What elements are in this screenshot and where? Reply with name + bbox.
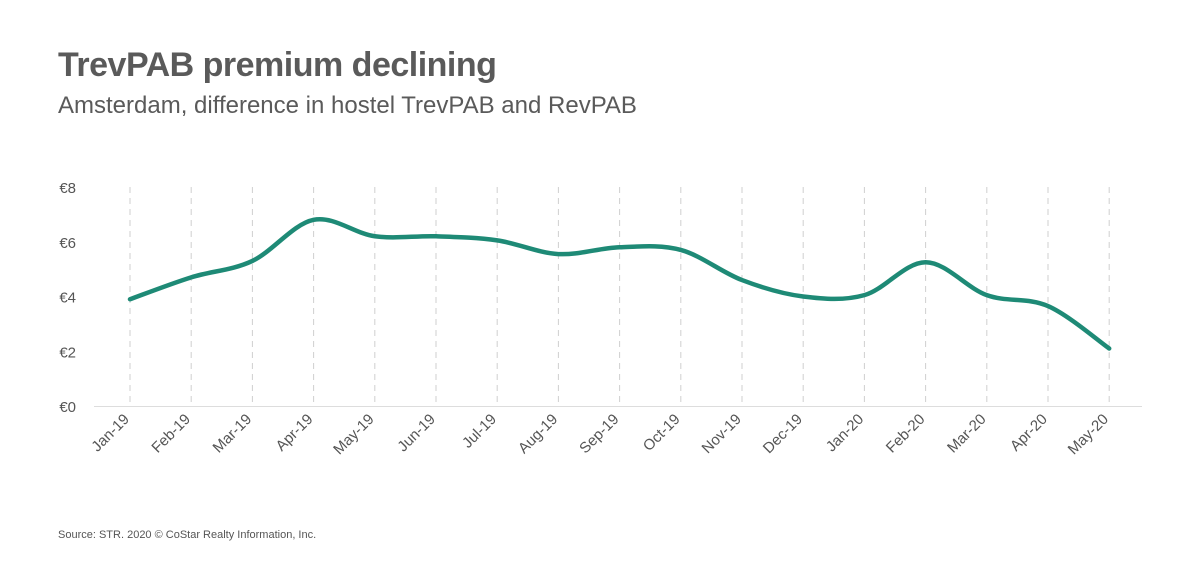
x-tick-label: Mar-20 bbox=[944, 411, 990, 457]
x-tick-label: Mar-19 bbox=[210, 411, 256, 457]
x-tick-label: Aug-19 bbox=[515, 411, 561, 457]
series-layer bbox=[127, 216, 1112, 351]
x-tick-label: Dec-19 bbox=[760, 411, 806, 457]
x-tick-label: Sep-19 bbox=[576, 411, 622, 457]
source-note: Source: STR. 2020 © CoStar Realty Inform… bbox=[58, 529, 317, 541]
x-tick-label: Jan-20 bbox=[823, 411, 867, 455]
x-tick-label: Jan-19 bbox=[88, 411, 132, 455]
x-tick-label: Apr-20 bbox=[1007, 411, 1051, 455]
y-tick-label: €0 bbox=[59, 399, 76, 416]
x-tick-label: Jun-19 bbox=[394, 411, 438, 455]
x-tick-label: May-19 bbox=[330, 411, 377, 458]
chart-subtitle: Amsterdam, difference in hostel TrevPAB … bbox=[58, 92, 637, 119]
series-line bbox=[127, 216, 1112, 351]
x-tick-label: Jul-19 bbox=[459, 411, 500, 452]
x-tick-label: Feb-19 bbox=[148, 411, 194, 457]
x-tick-label: May-20 bbox=[1065, 411, 1112, 458]
x-tick-label: Nov-19 bbox=[699, 411, 745, 457]
x-tick-label: Oct-19 bbox=[640, 411, 684, 455]
x-tick-label: Feb-20 bbox=[883, 411, 929, 457]
y-tick-label: €4 bbox=[59, 290, 76, 307]
y-tick-label: €8 bbox=[59, 180, 76, 197]
y-axis: €0 €2 €4 €6 €8 bbox=[59, 180, 76, 416]
gridlines bbox=[129, 187, 1110, 406]
chart-title: TrevPAB premium declining bbox=[58, 46, 497, 84]
x-axis-labels: Jan-19 Feb-19 Mar-19 Apr-19 May-19 Jun-19 Jul-… bbox=[88, 411, 1112, 458]
y-tick-label: €6 bbox=[59, 235, 76, 252]
x-tick-label: Apr-19 bbox=[273, 411, 317, 455]
y-tick-label: €2 bbox=[59, 344, 76, 361]
